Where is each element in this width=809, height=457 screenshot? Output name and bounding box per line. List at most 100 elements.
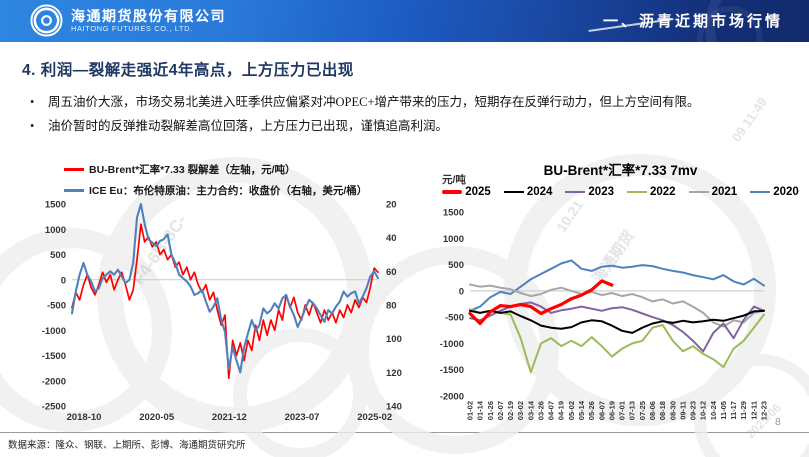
svg-text:03-02: 03-02 xyxy=(516,401,525,420)
legend-label: 2021 xyxy=(711,186,738,198)
svg-text:02-07: 02-07 xyxy=(496,401,505,420)
svg-text:09-11: 09-11 xyxy=(678,401,687,420)
legend-swatch-red-line xyxy=(64,168,84,171)
legend-swatch-blue-line xyxy=(64,189,84,192)
svg-text:-1000: -1000 xyxy=(42,326,66,337)
svg-text:40: 40 xyxy=(386,233,397,244)
legend-item-2023: 2023 xyxy=(565,186,614,198)
bullet-item-1: • 周五油价大涨，市场交易北美进入旺季供应偏紧对冲OPEC+增产带来的压力，短期存… xyxy=(24,90,796,114)
crack-spread-history-chart: BU-Brent*汇率*7.33 裂解差（左轴，元/吨） ICE Eu：布伦特原… xyxy=(26,156,428,428)
legend-swatch xyxy=(442,190,463,194)
bullet-dot: • xyxy=(30,95,35,109)
svg-text:2018-10: 2018-10 xyxy=(67,412,102,423)
company-name-cn: 海通期货股份有限公司 xyxy=(71,7,226,24)
svg-text:02-19: 02-19 xyxy=(506,401,515,420)
svg-text:01-14: 01-14 xyxy=(476,400,485,420)
right-chart-legend: 2025 2024 2023 2022 2021 2020 xyxy=(432,186,809,198)
svg-text:-2000: -2000 xyxy=(440,392,464,403)
svg-text:01-26: 01-26 xyxy=(486,401,495,420)
banner-circle-decoration-2 xyxy=(697,6,763,72)
page-title: 4. 利润—裂解走强近4年高点，上方压力已出现 xyxy=(22,62,354,79)
legend-item-2025: 2025 xyxy=(442,186,491,198)
left-chart-legend: BU-Brent*汇率*7.33 裂解差（左轴，元/吨） ICE Eu：布伦特原… xyxy=(64,162,367,198)
bullet-dot: • xyxy=(30,119,35,134)
svg-text:80: 80 xyxy=(386,301,397,312)
legend-item-2021: 2021 xyxy=(688,186,738,198)
svg-text:07-25: 07-25 xyxy=(638,401,647,420)
svg-text:12-11: 12-11 xyxy=(749,401,758,420)
svg-text:09-23: 09-23 xyxy=(689,401,698,420)
svg-text:500: 500 xyxy=(50,250,66,261)
right-chart-y-axis-label: 元/吨 xyxy=(442,174,466,186)
svg-text:08-06: 08-06 xyxy=(648,401,657,420)
legend-item-2024: 2024 xyxy=(503,186,553,198)
svg-text:08-18: 08-18 xyxy=(658,401,667,420)
svg-text:1000: 1000 xyxy=(443,234,464,245)
svg-text:04-19: 04-19 xyxy=(557,401,566,420)
svg-text:-1500: -1500 xyxy=(42,351,66,362)
svg-text:2021-12: 2021-12 xyxy=(212,412,247,423)
legend-label: 2023 xyxy=(588,186,614,198)
legend-swatch xyxy=(750,190,771,194)
svg-text:07-13: 07-13 xyxy=(628,401,637,420)
svg-text:05-02: 05-02 xyxy=(567,401,576,420)
legend-swatch xyxy=(503,190,524,194)
svg-text:1000: 1000 xyxy=(45,225,66,236)
svg-text:01-02: 01-02 xyxy=(466,401,475,420)
svg-text:08-30: 08-30 xyxy=(668,401,677,420)
svg-text:-500: -500 xyxy=(47,301,66,312)
bullet-item-2: • 油价暂时的反弹推动裂解差高位回落，上方压力已出现，谨慎追高利润。 xyxy=(24,114,796,138)
svg-text:1500: 1500 xyxy=(443,208,464,219)
svg-text:-1000: -1000 xyxy=(440,339,464,350)
legend-label: 2020 xyxy=(773,186,799,198)
svg-text:07-01: 07-01 xyxy=(618,401,627,420)
svg-text:04-07: 04-07 xyxy=(547,401,556,420)
svg-text:-1500: -1500 xyxy=(440,365,464,376)
legend-label: 2025 xyxy=(465,186,491,198)
svg-text:10-12: 10-12 xyxy=(699,401,708,420)
svg-text:1500: 1500 xyxy=(45,200,66,211)
svg-text:03-14: 03-14 xyxy=(526,400,535,420)
right-chart-title: BU-Brent*汇率*7.33 7mv xyxy=(543,163,698,178)
svg-text:-2500: -2500 xyxy=(42,402,66,413)
svg-text:500: 500 xyxy=(448,260,464,271)
svg-text:2025-02: 2025-02 xyxy=(357,412,392,423)
svg-text:140: 140 xyxy=(386,402,402,413)
legend-swatch xyxy=(627,190,647,194)
section-title: 一、沥青近期市场行情 xyxy=(602,13,783,30)
svg-text:60: 60 xyxy=(386,267,397,278)
top-banner: 海通期货股份有限公司 HAITONG FUTURES CO., LTD. 一、沥… xyxy=(0,0,809,92)
svg-text:120: 120 xyxy=(386,368,402,379)
data-source-note: 数据来源：隆众、钢联、上期所、彭博、海通期货研究所 xyxy=(8,441,246,451)
svg-text:20: 20 xyxy=(386,200,397,211)
legend-label: 2022 xyxy=(650,186,676,198)
svg-text:05-14: 05-14 xyxy=(577,400,586,420)
svg-text:06-19: 06-19 xyxy=(607,401,616,420)
svg-text:-500: -500 xyxy=(445,313,464,324)
svg-text:11-05: 11-05 xyxy=(719,401,728,420)
bullet-list: • 周五油价大涨，市场交易北美进入旺季供应偏紧对冲OPEC+增产带来的压力，短期存… xyxy=(24,90,796,139)
legend-item-2022: 2022 xyxy=(627,186,676,198)
bullet-text-1: 周五油价大涨，市场交易北美进入旺季供应偏紧对冲OPEC+增产带来的压力，短期存在… xyxy=(48,95,700,109)
svg-text:2020-05: 2020-05 xyxy=(139,412,175,423)
svg-text:100: 100 xyxy=(386,334,402,345)
svg-text:03-26: 03-26 xyxy=(536,401,545,420)
svg-text:12-23: 12-23 xyxy=(760,401,769,420)
svg-text:2023-07: 2023-07 xyxy=(285,412,320,423)
left-chart-plot: 1500 1000 500 0 -500 -1000 -1500 -2000 -2500 20 40… xyxy=(42,200,402,424)
svg-text:05-26: 05-26 xyxy=(587,401,596,420)
legend-item-2020: 2020 xyxy=(750,186,799,198)
company-name-block: 海通期货股份有限公司 HAITONG FUTURES CO., LTD. xyxy=(71,8,226,33)
company-logo: 海通期货股份有限公司 HAITONG FUTURES CO., LTD. xyxy=(30,4,226,37)
legend-label: 2024 xyxy=(526,186,553,198)
legend-label: BU-Brent*汇率*7.33 裂解差（左轴，元/吨） xyxy=(89,164,296,176)
legend-item-crack-spread: BU-Brent*汇率*7.33 裂解差（左轴，元/吨） xyxy=(64,162,367,177)
legend-swatch xyxy=(688,190,709,194)
svg-text:-2000: -2000 xyxy=(42,376,66,387)
haitong-logo-icon xyxy=(30,4,63,37)
svg-text:06-07: 06-07 xyxy=(597,401,606,420)
seasonal-crack-spread-chart: 元/吨 BU-Brent*汇率*7.33 7mv 2025 2024 2023 … xyxy=(432,156,809,456)
svg-text:11-29: 11-29 xyxy=(739,401,748,420)
company-name-en: HAITONG FUTURES CO., LTD. xyxy=(71,24,193,34)
